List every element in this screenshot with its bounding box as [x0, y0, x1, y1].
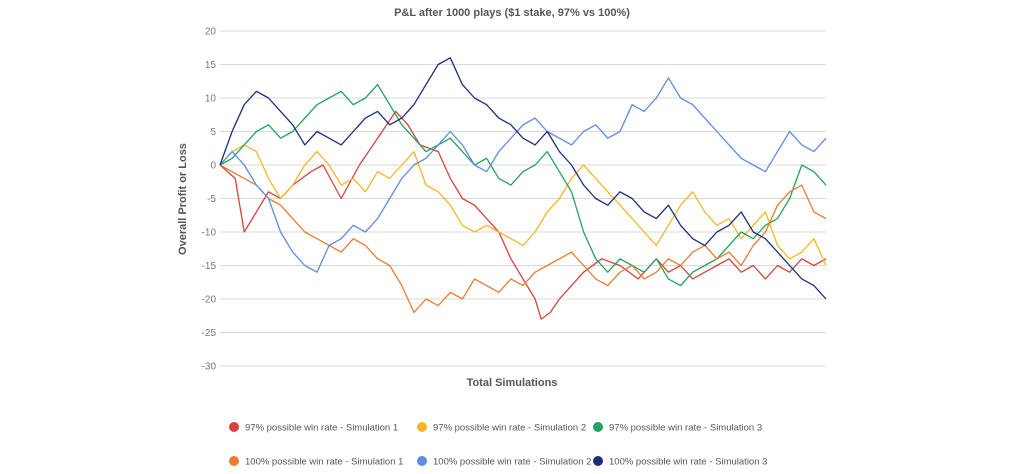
chart-title: P&L after 1000 plays ($1 stake, 97% vs 1…	[394, 7, 630, 19]
y-axis-ticks: 20 15 10 5 0 -5 -10 -15 -20 -25 -30	[202, 27, 217, 373]
legend-item[interactable]: 100% possible win rate - Simulation 2	[417, 456, 591, 468]
legend-label: 97% possible win rate - Simulation 3	[609, 423, 762, 434]
y-tick-label: 15	[205, 60, 217, 71]
legend-label: 97% possible win rate - Simulation 2	[433, 423, 586, 434]
legend-marker	[229, 456, 239, 466]
legend-item[interactable]: 100% possible win rate - Simulation 3	[593, 456, 767, 468]
y-tick-label: -10	[202, 228, 217, 239]
grid-lines	[220, 30, 826, 367]
legend-item[interactable]: 97% possible win rate - Simulation 1	[229, 422, 398, 434]
legend-item[interactable]: 97% possible win rate - Simulation 3	[593, 422, 762, 434]
series-line-1	[219, 110, 827, 320]
y-tick-label: -15	[202, 261, 217, 272]
x-axis-title: Total Simulations	[467, 377, 558, 389]
legend-item[interactable]: 100% possible win rate - Simulation 1	[229, 456, 403, 468]
legend-marker	[593, 456, 603, 466]
y-tick-label: -20	[202, 295, 217, 306]
y-axis-title: Overall Profit or Loss	[177, 143, 189, 255]
y-tick-label: 0	[210, 161, 216, 172]
legend-marker	[593, 422, 603, 432]
legend-marker	[229, 422, 239, 432]
legend-item[interactable]: 97% possible win rate - Simulation 2	[417, 422, 586, 434]
series-line-5	[219, 77, 827, 273]
y-tick-label: -25	[202, 328, 217, 339]
legend-marker	[417, 422, 427, 432]
series-line-4	[219, 164, 827, 314]
legend-label: 97% possible win rate - Simulation 1	[245, 423, 398, 434]
series-line-6	[219, 57, 827, 300]
series-line-3	[219, 83, 827, 287]
y-tick-label: -5	[207, 194, 216, 205]
y-tick-label: -30	[202, 362, 217, 373]
legend-label: 100% possible win rate - Simulation 3	[609, 457, 767, 468]
legend-label: 100% possible win rate - Simulation 2	[433, 457, 591, 468]
series-lines	[219, 57, 827, 320]
legend-marker	[417, 456, 427, 466]
y-tick-label: 5	[210, 127, 216, 138]
legend: 97% possible win rate - Simulation 1 97% …	[229, 422, 767, 468]
y-tick-label: 10	[205, 94, 217, 105]
series-line-2	[219, 144, 827, 266]
y-tick-label: 20	[205, 27, 217, 38]
legend-label: 100% possible win rate - Simulation 1	[245, 457, 403, 468]
